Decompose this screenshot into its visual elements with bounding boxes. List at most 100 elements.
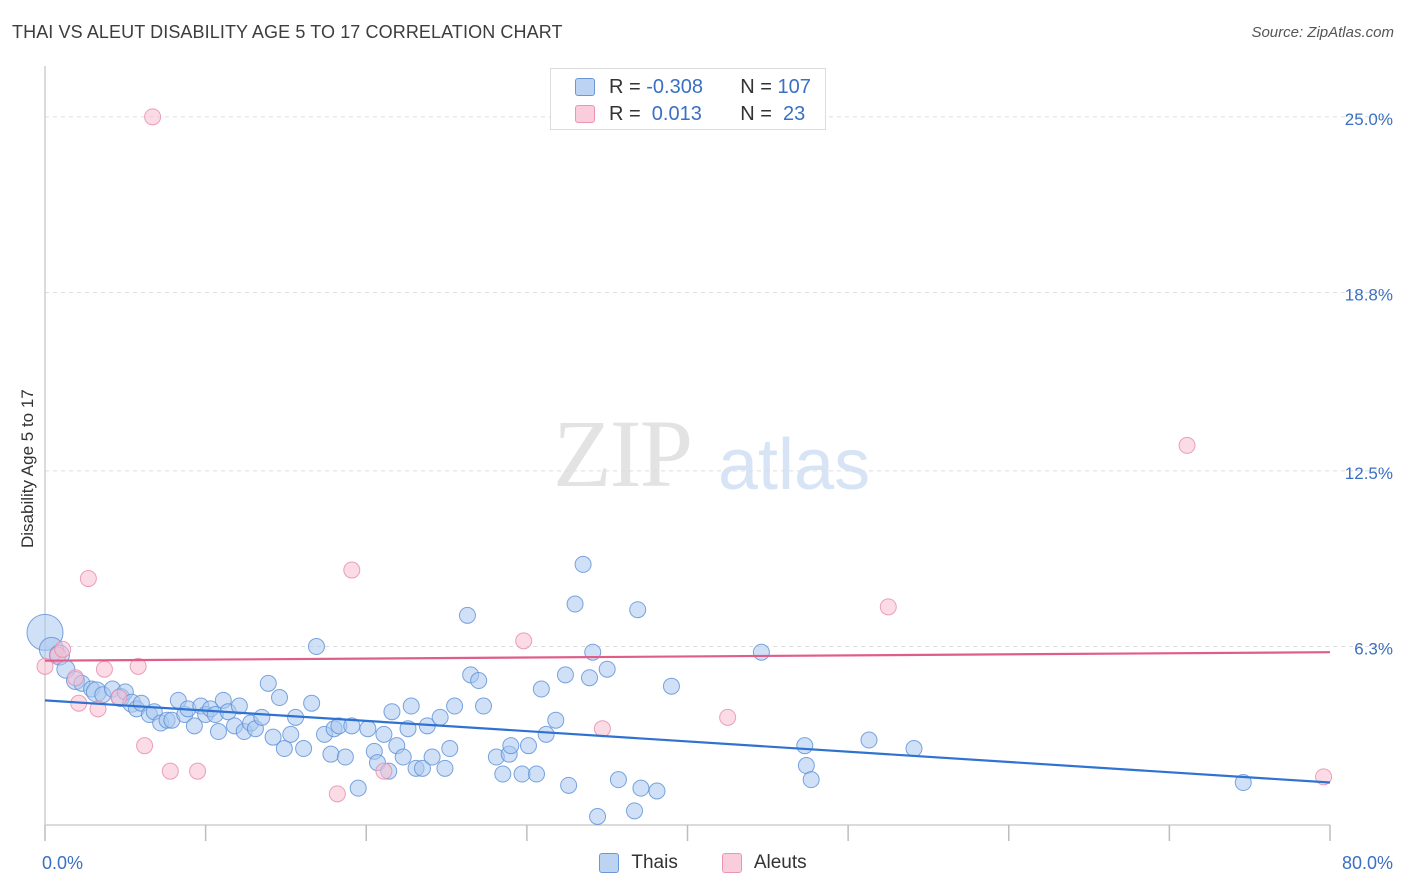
aleuts-point	[593, 720, 611, 738]
thais-trendline	[44, 699, 1331, 784]
thais-point	[271, 689, 289, 707]
thais-point	[752, 643, 770, 661]
thais-swatch	[575, 78, 595, 96]
thais-point	[905, 740, 923, 758]
aleuts-point	[328, 785, 346, 803]
thais-point	[547, 711, 565, 729]
thais-point	[566, 595, 584, 613]
r-label: R =	[609, 75, 641, 98]
watermark-atlas: atlas	[718, 425, 871, 505]
thais-point	[796, 737, 814, 755]
thais-point	[662, 677, 680, 695]
thais-point	[185, 717, 203, 735]
thais-legend-label: Thais	[631, 852, 678, 873]
aleuts-legend-swatch	[721, 853, 742, 873]
thais-point	[253, 708, 271, 726]
y-tick-label: 6.3%	[1354, 640, 1393, 659]
thais-point	[336, 748, 354, 766]
series-legend: Thais Aleuts	[0, 852, 1406, 874]
thais-point	[431, 708, 449, 726]
thais-point	[402, 697, 420, 715]
thais-point	[629, 601, 647, 619]
thais-point	[528, 765, 546, 783]
thais-point	[625, 802, 643, 820]
thais-point	[609, 771, 627, 789]
source-credit: Source: ZipAtlas.com	[1251, 24, 1394, 41]
y-tick-label: 18.8%	[1345, 285, 1393, 304]
chart-title: THAI VS ALEUT DISABILITY AGE 5 TO 17 COR…	[12, 22, 563, 42]
correlation-legend: R = -0.308 N = 107 R = 0.013 N = 23	[550, 68, 826, 130]
r-label: R =	[609, 102, 641, 125]
y-tick-label: 25.0%	[1345, 110, 1393, 129]
thais-point	[502, 737, 520, 755]
thais-point	[394, 748, 412, 766]
aleuts-point	[110, 689, 128, 707]
aleuts-legend-label: Aleuts	[753, 852, 807, 873]
thais-point	[802, 771, 820, 789]
aleuts-point	[719, 708, 737, 726]
thais-point	[264, 728, 282, 746]
aleuts-point	[95, 660, 113, 678]
thais-point	[275, 740, 293, 758]
thais-point	[359, 720, 377, 738]
thais-point	[537, 725, 555, 743]
n-label: N =	[740, 102, 772, 125]
thais-point	[581, 669, 599, 687]
aleuts-point	[36, 657, 54, 675]
legend-item-thais[interactable]: Thais	[599, 852, 678, 874]
aleuts-swatch	[575, 105, 595, 123]
aleuts-point	[189, 762, 207, 780]
thais-point	[556, 666, 574, 684]
legend-row-aleuts: R = 0.013 N = 23	[575, 102, 805, 126]
x-tick-label-max: 80.0%	[1342, 853, 1393, 873]
x-tick-label-min: 0.0%	[42, 853, 83, 873]
thais-legend-swatch	[599, 853, 620, 873]
thais-point	[303, 694, 321, 712]
thais-point	[458, 606, 476, 624]
aleuts-point	[129, 657, 147, 675]
thais-point	[589, 808, 607, 826]
thais-point	[423, 748, 441, 766]
thais-point	[446, 697, 464, 715]
thais-point	[513, 765, 531, 783]
thais-point	[259, 674, 277, 692]
aleuts-point	[375, 762, 393, 780]
thais-point	[574, 555, 592, 573]
n-value-thais: 107	[777, 75, 811, 98]
thais-point	[375, 725, 393, 743]
thais-point	[519, 737, 537, 755]
y-axis-title-wrap: Disability Age 5 to 17	[18, 360, 38, 560]
thais-point	[230, 697, 248, 715]
thais-point	[282, 725, 300, 743]
legend-row-thais: R = -0.308 N = 107	[575, 75, 811, 99]
thais-point	[322, 745, 340, 763]
y-axis-title: Disability Age 5 to 17	[18, 389, 37, 548]
thais-point	[383, 703, 401, 721]
thais-point	[1234, 774, 1252, 792]
aleuts-point	[161, 762, 179, 780]
thais-point	[413, 759, 431, 777]
watermark-zip: ZIP	[553, 400, 693, 507]
aleuts-point	[515, 632, 533, 650]
thais-point	[648, 782, 666, 800]
thais-point	[797, 757, 815, 775]
thais-point	[441, 740, 459, 758]
n-label: N =	[740, 75, 772, 98]
thais-point	[632, 779, 650, 797]
thais-point	[295, 740, 313, 758]
thais-point	[470, 672, 488, 690]
thais-point	[860, 731, 878, 749]
thais-point	[475, 697, 493, 715]
aleuts-trendline	[44, 651, 1331, 662]
aleuts-point	[1178, 436, 1196, 454]
aleuts-point	[144, 108, 162, 126]
aleuts-point	[343, 561, 361, 579]
legend-item-aleuts[interactable]: Aleuts	[721, 852, 807, 874]
n-value-aleuts: 23	[777, 102, 806, 125]
aleuts-point	[136, 737, 154, 755]
r-value-aleuts: 0.013	[646, 102, 702, 125]
r-value-thais: -0.308	[646, 75, 703, 98]
thais-point	[209, 723, 227, 741]
thais-point	[532, 680, 550, 698]
aleuts-point	[879, 598, 897, 616]
